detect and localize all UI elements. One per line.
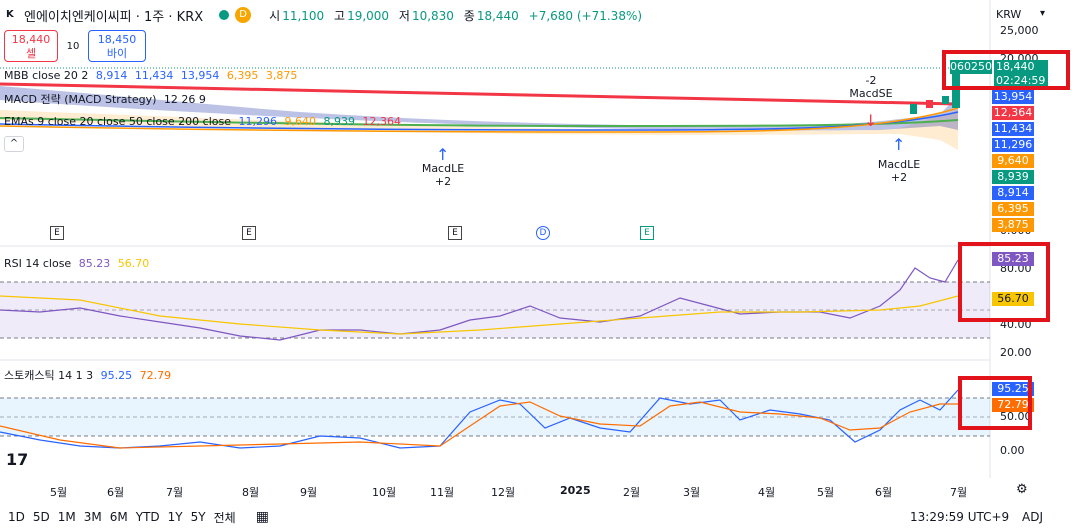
settings-gear-icon[interactable]: ⚙ — [1016, 482, 1028, 497]
earnings-marker[interactable]: E — [50, 226, 64, 240]
stoch-k-value-label: 95.25 — [992, 382, 1034, 396]
tradingview-logo-icon[interactable]: 17 — [6, 450, 29, 469]
price-label: 11,434 — [992, 122, 1034, 136]
stoch-axis-tick: 50.00 — [1000, 410, 1032, 423]
timeframe-1d[interactable]: 1D — [8, 510, 25, 524]
price-label: 3,875 — [992, 218, 1034, 232]
adj-toggle[interactable]: ADJ — [1022, 510, 1043, 524]
rsi-line — [0, 259, 959, 341]
symbol-header: K 엔에이치엔케이씨피 · 1주 · KRX D 시 11,100 고 19,000… — [0, 0, 990, 30]
macd-legend[interactable]: MACD 전략 (MACD Strategy) 12 26 9 — [4, 93, 206, 106]
stoch-k-line — [0, 389, 959, 449]
ticker-label: 060250 — [950, 60, 992, 74]
macdle2-arrow: ↑ — [892, 135, 905, 154]
highlight-box — [942, 50, 1070, 90]
bottom-toolbar: 1D 5D 1M 3M 6M YTD 1Y 5Y 전체 ▦ 13:29:59 U… — [0, 506, 1072, 528]
macdse-arrow: ↓ — [864, 111, 877, 130]
trade-panel: 18,440 셀 10 18,450 바이 — [4, 30, 146, 62]
timeframe-1m[interactable]: 1M — [57, 510, 76, 524]
macdse-signal: -2 MacdSE — [849, 74, 893, 100]
price-label: 13,954 — [992, 90, 1034, 104]
collapse-legend-button[interactable]: ^ — [4, 136, 24, 152]
price-label: 12,364 — [992, 106, 1034, 120]
ema-200-line — [0, 82, 959, 106]
delayed-data-badge[interactable]: D — [235, 7, 252, 23]
symbol-title[interactable]: 엔에이치엔케이씨피 · 1주 · KRX — [24, 9, 204, 25]
timeframe-6m[interactable]: 6M — [109, 510, 128, 524]
timeframe-ytd[interactable]: YTD — [135, 510, 160, 524]
macdle1-signal: MacdLE +2 — [421, 162, 465, 188]
macd-band-fill — [0, 86, 958, 131]
currency-selector[interactable]: KRW — [996, 8, 1022, 21]
ohlc-high: 19,000 — [347, 8, 390, 23]
candle — [952, 62, 960, 108]
timeframe-5y[interactable]: 5Y — [190, 510, 206, 524]
bar-countdown-label: 02:24:59 — [994, 74, 1048, 88]
buy-button[interactable]: 18,450 바이 — [88, 30, 146, 62]
price-label: 8,914 — [992, 186, 1034, 200]
timeframe-3m[interactable]: 3M — [83, 510, 102, 524]
earnings-marker[interactable]: E — [448, 226, 462, 240]
axis-tick: 25,000 — [1000, 24, 1039, 37]
highlight-box — [958, 376, 1032, 430]
macdle1-arrow: ↑ — [436, 145, 449, 164]
timeframe-5d[interactable]: 5D — [32, 510, 50, 524]
last-price-label: 18,440 — [994, 60, 1048, 74]
price-label: 9,640 — [992, 154, 1034, 168]
highlight-box — [958, 242, 1050, 322]
stoch-d-value-label: 72.79 — [992, 398, 1034, 412]
price-label: 11,296 — [992, 138, 1034, 152]
time-axis[interactable]: 5월 6월 7월 8월 9월 10월 11월 12월 2025 2월 3월 4월… — [50, 484, 968, 499]
stoch-legend[interactable]: 스토캐스틱 14 1 3 95.25 72.79 — [4, 369, 172, 382]
dividend-marker[interactable]: D — [536, 226, 550, 240]
ohlc-open: 11,100 — [282, 8, 325, 23]
ohlc-readout: 시 11,100 고 19,000 저 10,830 종 18,440 +7,680 (… — [269, 8, 643, 23]
ema-50-line — [0, 117, 959, 128]
earnings-marker[interactable]: E — [242, 226, 256, 240]
clock-readout[interactable]: 13:29:59 UTC+9 — [910, 510, 1010, 524]
price-label: 8,939 — [992, 170, 1034, 184]
macdle2-signal: MacdLE +2 — [877, 158, 921, 184]
ema-9-line — [0, 107, 959, 133]
candle — [942, 96, 949, 104]
candle — [910, 104, 917, 114]
stoch-axis-tick: 0.00 — [1000, 444, 1025, 457]
rsi-legend[interactable]: RSI 14 close 85.23 56.70 — [4, 257, 150, 270]
ohlc-close: 18,440 — [476, 8, 519, 23]
earnings-marker[interactable]: E — [640, 226, 654, 240]
stoch-d-line — [0, 401, 958, 449]
rsi-ma-value-label: 56.70 — [992, 292, 1034, 306]
mbb-legend[interactable]: MBB close 20 2 8,914 11,434 13,954 6,395… — [4, 69, 298, 82]
ohlc-change: +7,680 (+71.38%) — [528, 8, 643, 23]
date-range-icon[interactable]: ▦ — [255, 509, 269, 525]
rsi-ma-line — [0, 295, 959, 335]
ohlc-low: 10,830 — [411, 8, 454, 23]
sell-button[interactable]: 18,440 셀 — [4, 30, 58, 62]
rsi-value-label: 85.23 — [992, 252, 1034, 266]
timeframe-all[interactable]: 전체 — [213, 510, 236, 525]
candle — [926, 100, 933, 108]
market-open-icon — [219, 10, 230, 20]
spread-value: 10 — [66, 40, 80, 52]
rsi-axis-tick: 20.00 — [1000, 346, 1032, 359]
ema-legend[interactable]: EMAs 9 close 20 close 50 close 200 close… — [4, 115, 401, 128]
price-label: 6,395 — [992, 202, 1034, 216]
chevron-down-icon[interactable]: ▾ — [1040, 8, 1046, 19]
timeframe-1y[interactable]: 1Y — [167, 510, 183, 524]
symbol-logo-icon: K — [6, 9, 14, 20]
